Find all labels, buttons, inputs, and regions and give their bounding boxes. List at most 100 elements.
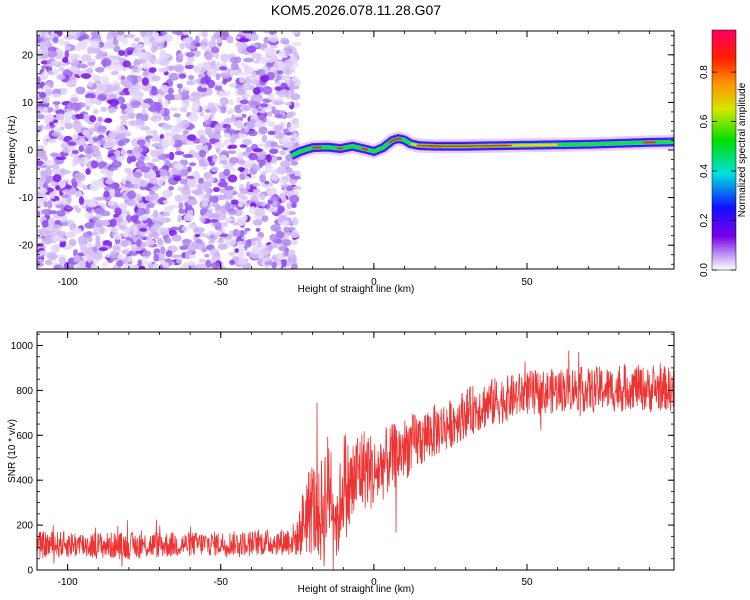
noise-blob	[42, 182, 48, 189]
noise-blob	[109, 98, 119, 107]
noise-blob	[201, 31, 208, 38]
noise-blob	[180, 196, 190, 202]
noise-blob	[250, 94, 260, 102]
noise-blob	[241, 240, 247, 245]
noise-blob	[195, 242, 206, 251]
noise-blob	[280, 82, 288, 90]
noise-blob	[92, 246, 98, 253]
noise-blob	[71, 227, 82, 234]
noise-blob	[287, 227, 296, 232]
noise-blob	[40, 51, 49, 60]
colorbar-tick-label: 0.2	[699, 213, 710, 227]
signal-trace	[288, 131, 674, 163]
noise-blob	[62, 56, 69, 63]
noise-blob	[111, 160, 122, 168]
noise-blob	[61, 197, 67, 207]
y-tick-label: 0	[27, 566, 33, 577]
noise-blob	[217, 243, 228, 250]
noise-blob	[124, 167, 132, 174]
noise-blob	[37, 210, 41, 218]
noise-blob	[206, 230, 218, 238]
noise-blob	[226, 195, 234, 200]
noise-blob	[228, 156, 240, 164]
noise-blob	[37, 151, 47, 160]
noise-blob	[73, 155, 81, 165]
noise-blob	[287, 249, 296, 257]
noise-blob	[177, 186, 185, 192]
noise-blob	[251, 247, 261, 254]
x-tick-label: 50	[521, 577, 533, 588]
noise-blob	[284, 101, 293, 106]
noise-blob	[167, 87, 174, 95]
noise-blob	[178, 73, 187, 79]
noise-blob	[291, 42, 302, 47]
noise-blob	[228, 209, 237, 215]
noise-blob	[234, 248, 239, 253]
noise-blob	[240, 62, 246, 67]
noise-blob	[95, 241, 101, 248]
noise-blob	[60, 143, 67, 148]
noise-blob	[159, 227, 170, 236]
noise-blob	[166, 65, 177, 70]
noise-blob	[95, 196, 105, 201]
noise-blob	[252, 219, 263, 226]
noise-blob	[92, 231, 99, 236]
noise-blob	[204, 253, 210, 258]
noise-blob	[157, 217, 168, 223]
noise-blob	[74, 172, 85, 181]
noise-blob	[103, 190, 110, 198]
noise-blob	[69, 187, 77, 195]
noise-blob	[183, 214, 195, 222]
noise-blob	[198, 263, 207, 269]
noise-blob	[252, 182, 261, 187]
noise-blob	[291, 202, 297, 209]
noise-blob	[43, 32, 49, 38]
snr-panel: -100 -50 0 50 0 200 400 600 800 1000 Height of st…	[7, 331, 675, 595]
noise-blob	[173, 113, 181, 118]
noise-blob	[235, 40, 247, 49]
x-tick-label: -100	[58, 577, 78, 588]
noise-blob	[156, 178, 164, 186]
noise-blob	[51, 138, 57, 143]
noise-blob	[248, 100, 257, 108]
noise-blob	[46, 41, 53, 48]
noise-blob	[286, 202, 293, 210]
noise-blob	[264, 264, 269, 269]
noise-blob	[108, 130, 118, 139]
noise-blob	[212, 133, 222, 140]
noise-blob	[264, 261, 275, 266]
noise-blob	[199, 149, 207, 158]
noise-blob	[116, 155, 124, 162]
noise-blob	[125, 211, 131, 215]
noise-blob	[229, 69, 241, 76]
noise-blob	[174, 93, 183, 101]
noise-blob	[230, 133, 240, 141]
snr-series-line	[37, 350, 674, 570]
noise-blob	[107, 200, 116, 207]
noise-blob	[126, 47, 135, 52]
noise-blob	[267, 139, 272, 148]
noise-blob	[148, 105, 158, 112]
noise-blob	[181, 90, 190, 95]
noise-blob	[186, 80, 194, 86]
noise-blob	[254, 207, 266, 217]
noise-blob	[286, 211, 297, 216]
noise-blob	[142, 62, 152, 70]
noise-blob	[273, 62, 279, 69]
noise-blob	[58, 179, 67, 189]
noise-blob	[149, 149, 160, 158]
noise-blob	[158, 54, 170, 60]
noise-blob	[220, 91, 232, 97]
noise-blob	[254, 119, 263, 128]
noise-blob	[61, 194, 69, 199]
noise-blob	[113, 266, 122, 269]
noise-blob	[272, 109, 281, 115]
noise-blob	[238, 133, 248, 138]
noise-blob	[149, 117, 157, 122]
noise-blob	[96, 219, 106, 227]
noise-blob	[177, 52, 184, 59]
noise-blob	[147, 202, 155, 209]
noise-blob	[112, 245, 121, 251]
noise-blob	[109, 218, 117, 228]
noise-blob	[82, 185, 88, 191]
